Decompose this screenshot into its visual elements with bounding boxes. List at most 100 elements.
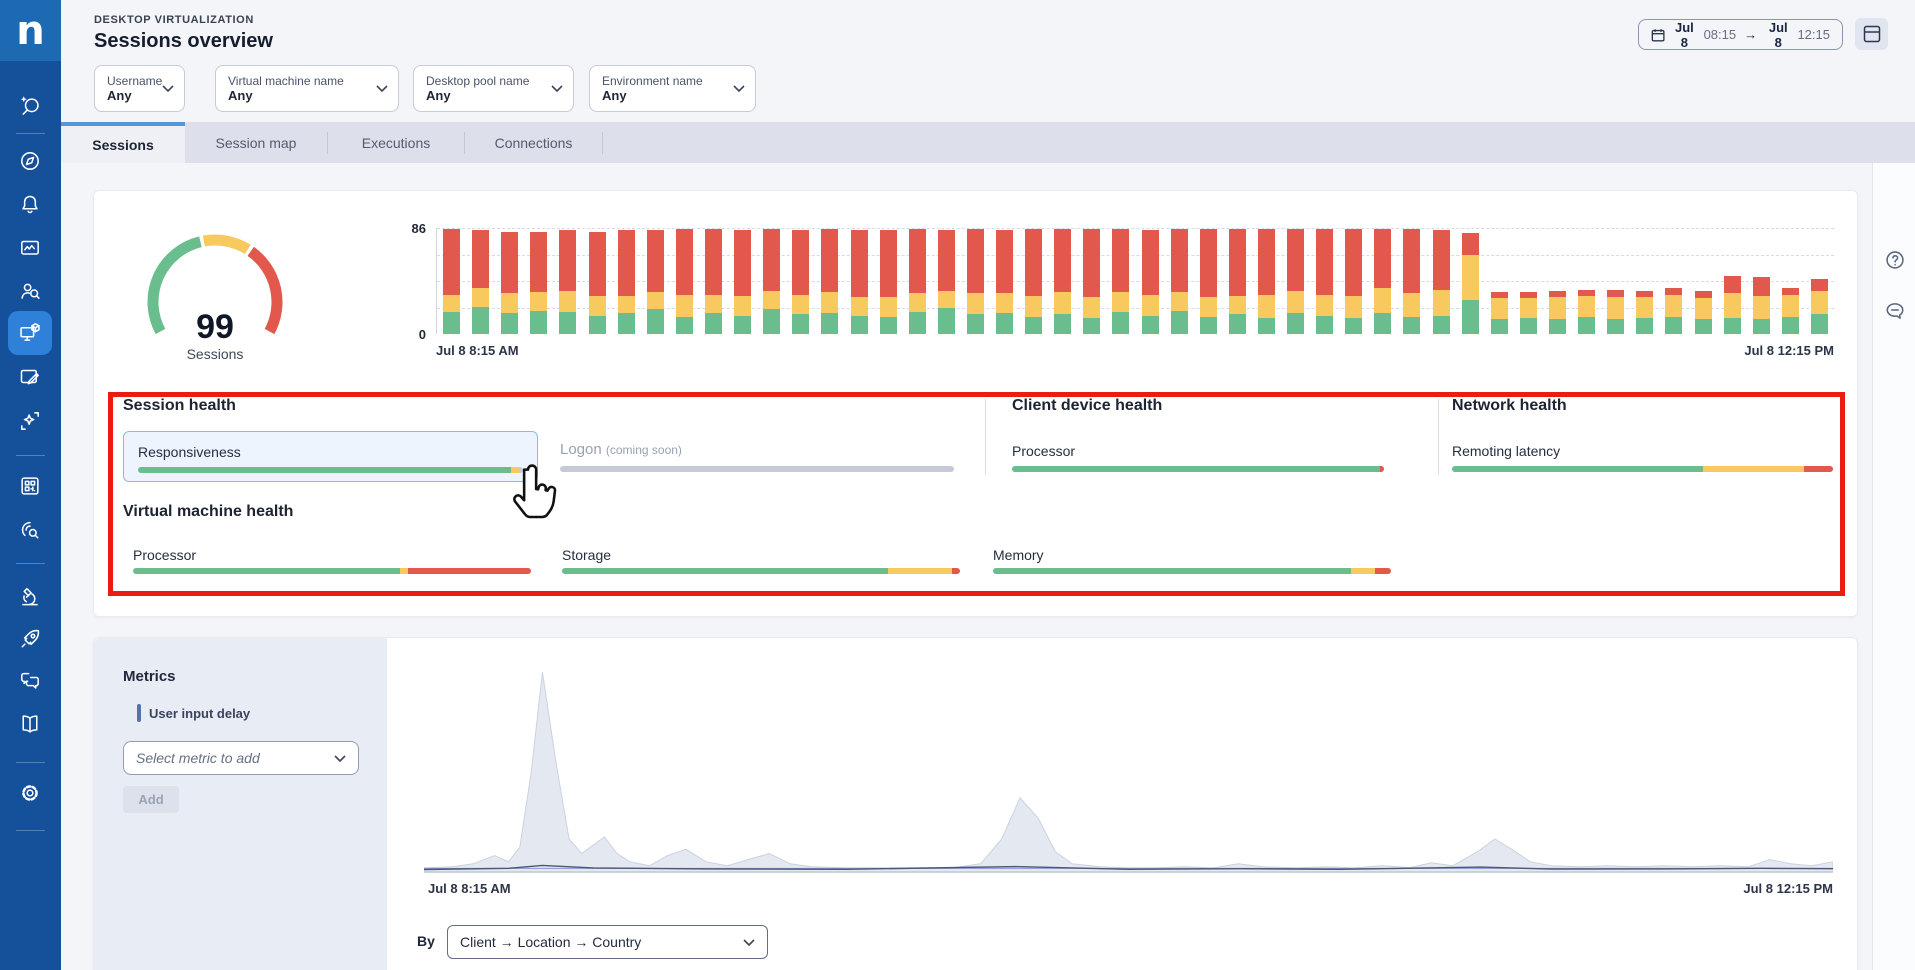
stacked-bar[interactable] — [559, 230, 577, 334]
bar-segment-healthy — [1374, 313, 1392, 334]
stacked-bar[interactable] — [1287, 229, 1305, 334]
sidebar-item-alerts[interactable] — [10, 185, 50, 225]
stacked-bar[interactable] — [1170, 229, 1188, 334]
gridline — [437, 254, 1834, 256]
stacked-bar[interactable] — [1781, 288, 1799, 334]
bar-segment-healthy — [1141, 315, 1159, 334]
sidebar-item-settings[interactable] — [10, 773, 50, 813]
stacked-bar[interactable] — [617, 230, 635, 334]
sidebar-item-launch[interactable] — [10, 619, 50, 659]
breakdown-select-dropdown[interactable]: Client → Location → Country — [447, 925, 768, 959]
stacked-bar[interactable] — [1636, 290, 1654, 334]
stacked-bar[interactable] — [1752, 277, 1770, 334]
bar-segment-critical — [530, 231, 548, 293]
metric-select-dropdown[interactable]: Select metric to add — [123, 741, 359, 775]
stacked-bar[interactable] — [1607, 289, 1625, 334]
stacked-bar[interactable] — [1083, 229, 1101, 334]
stacked-bar[interactable] — [1432, 230, 1450, 334]
stacked-bar[interactable] — [1461, 232, 1479, 334]
stacked-bar[interactable] — [1257, 229, 1275, 334]
sidebar-item-applications[interactable] — [10, 466, 50, 506]
tab-session-map[interactable]: Session map — [185, 122, 327, 163]
desktop-virtualization-icon — [20, 323, 40, 341]
sidebar-item-amplify[interactable] — [10, 401, 50, 441]
sidebar-item-ai-search[interactable] — [10, 86, 50, 126]
tab-sessions[interactable]: Sessions — [61, 122, 185, 163]
filter-virtual-machine-name[interactable]: Virtual machine name Any — [215, 65, 399, 112]
stacked-bar[interactable] — [1228, 229, 1246, 334]
sidebar-item-content-edit[interactable] — [10, 357, 50, 397]
trend-x-end-label: Jul 8 12:15 PM — [1743, 881, 1833, 896]
bar-segment-healthy — [472, 306, 490, 334]
sidebar-item-discover[interactable] — [10, 510, 50, 550]
sidebar-item-explore[interactable] — [10, 141, 50, 181]
stacked-bar[interactable] — [443, 229, 461, 334]
filter-username[interactable]: Username Any — [94, 65, 185, 112]
stacked-bar[interactable] — [821, 229, 839, 334]
chevron-down-icon — [551, 85, 563, 92]
stacked-bar[interactable] — [908, 229, 926, 334]
sidebar-item-feedback[interactable] — [10, 661, 50, 701]
stacked-bar[interactable] — [1141, 230, 1159, 334]
feedback-button[interactable] — [1881, 297, 1908, 324]
stacked-bar[interactable] — [530, 231, 548, 334]
tab-executions[interactable]: Executions — [328, 122, 464, 163]
stacked-bar[interactable] — [734, 230, 752, 334]
stacked-bar[interactable] — [1316, 229, 1334, 334]
responsiveness-card[interactable]: Responsiveness — [123, 431, 538, 482]
stacked-bar[interactable] — [1723, 276, 1741, 334]
stacked-bar[interactable] — [501, 231, 519, 334]
sidebar-item-dashboards[interactable] — [10, 228, 50, 268]
stacked-bar[interactable] — [1403, 229, 1421, 334]
gridline — [437, 307, 1834, 309]
date-end-day: Jul 8 — [1768, 19, 1788, 50]
tab-connections[interactable]: Connections — [465, 122, 602, 163]
vm-memory-health-bar — [993, 568, 1391, 574]
help-button[interactable] — [1881, 246, 1908, 273]
sidebar-item-experiments[interactable] — [10, 577, 50, 617]
stacked-bar[interactable] — [1374, 229, 1392, 334]
stacked-bar[interactable] — [1345, 229, 1363, 334]
stacked-bar[interactable] — [646, 230, 664, 334]
stacked-bar[interactable] — [850, 230, 868, 334]
selected-metric-label[interactable]: User input delay — [149, 706, 251, 721]
filter-desktop-pool-name[interactable]: Desktop pool name Any — [413, 65, 574, 112]
stacked-bar[interactable] — [937, 230, 955, 334]
sidebar-item-documentation[interactable] — [10, 704, 50, 744]
stacked-bar[interactable] — [966, 229, 984, 334]
stacked-bar[interactable] — [472, 230, 490, 334]
stacked-bar[interactable] — [704, 229, 722, 334]
stacked-bar[interactable] — [1054, 229, 1072, 334]
bar-segment-healthy — [1432, 315, 1450, 334]
filter-environment-name[interactable]: Environment name Any — [589, 65, 756, 112]
stacked-bar[interactable] — [1665, 288, 1683, 334]
stacked-bar[interactable] — [1490, 292, 1508, 334]
stacked-bar[interactable] — [879, 230, 897, 334]
add-metric-button[interactable]: Add — [123, 786, 179, 813]
bar-segment-critical — [559, 230, 577, 291]
sidebar-item-desktop-virtualization[interactable] — [8, 311, 52, 355]
book-icon — [22, 715, 38, 733]
stacked-bar[interactable] — [763, 229, 781, 334]
bar-segment-needs-attention — [1112, 292, 1130, 312]
stacked-bar[interactable] — [1025, 229, 1043, 334]
stacked-bar[interactable] — [1549, 290, 1566, 334]
stacked-bar[interactable] — [588, 231, 606, 334]
stacked-bar[interactable] — [996, 230, 1014, 334]
stacked-bar[interactable] — [675, 229, 693, 334]
stacked-bar[interactable] — [1112, 229, 1130, 334]
bar-segment-healthy — [1490, 319, 1508, 334]
layout-panel-toggle[interactable] — [1855, 18, 1888, 50]
date-range-picker[interactable]: Jul 8 08:15 → Jul 8 12:15 — [1638, 19, 1843, 50]
stacked-bar[interactable] — [1199, 229, 1217, 334]
stacked-bar[interactable] — [1519, 292, 1537, 334]
brand-logo[interactable]: n — [0, 0, 61, 61]
bar-segment-healthy — [1665, 316, 1683, 334]
stacked-bar[interactable] — [1694, 290, 1712, 334]
stacked-bar[interactable] — [792, 230, 810, 334]
stacked-bar[interactable] — [1810, 278, 1828, 334]
sidebar-item-user-search[interactable] — [10, 271, 50, 311]
bar-segment-healthy — [908, 311, 926, 334]
stacked-bar[interactable] — [1578, 289, 1596, 334]
bar-segment-needs-attention — [1432, 289, 1450, 316]
